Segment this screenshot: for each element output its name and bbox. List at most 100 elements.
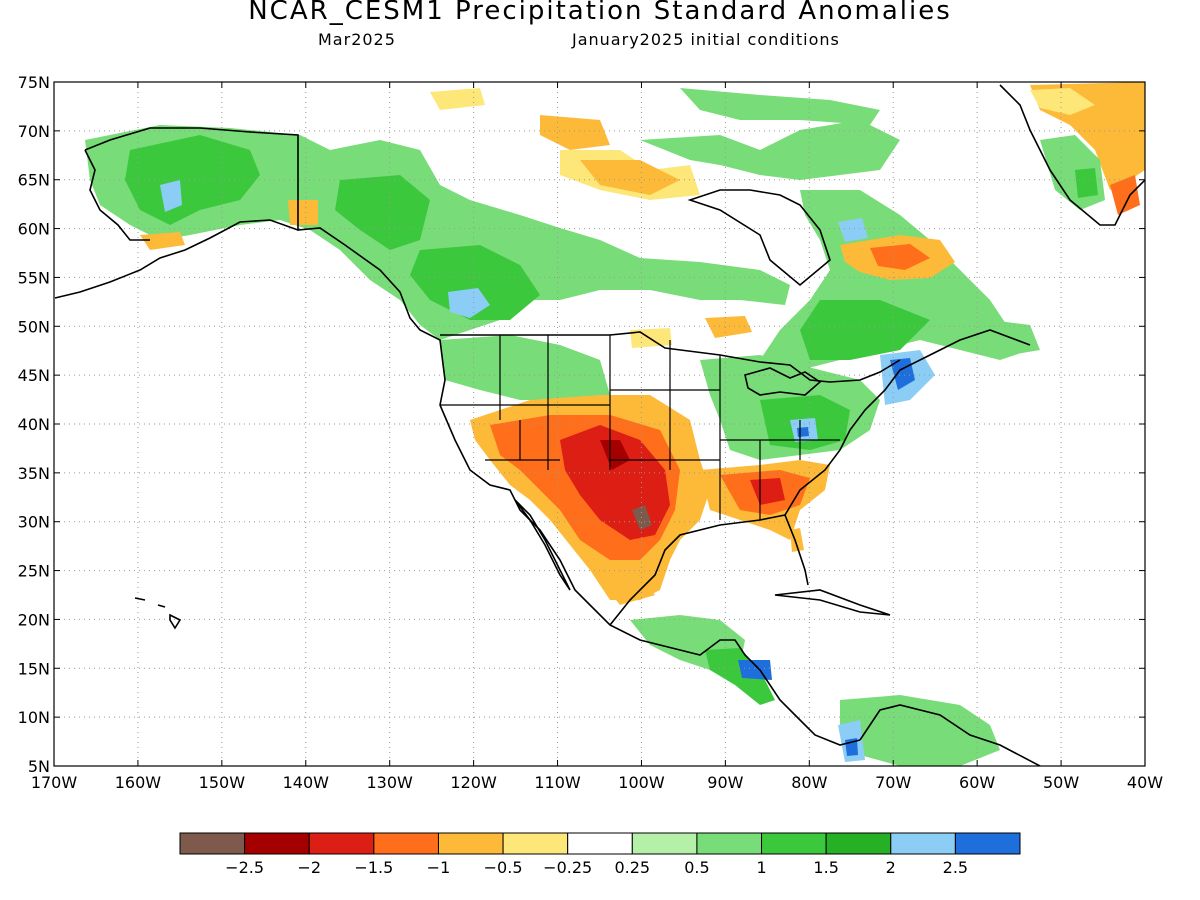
lon-tick-label: 140W <box>283 773 330 792</box>
lon-tick-label: 160W <box>115 773 162 792</box>
map-title: NCAR_CESM1 Precipitation Standard Anomal… <box>248 0 952 26</box>
lat-tick-label: 65N <box>18 171 50 190</box>
lon-tick-label: 110W <box>534 773 581 792</box>
colorbar-swatch <box>890 832 956 855</box>
colorbar-label: −0.25 <box>543 858 592 877</box>
colorbar-label: −1.5 <box>354 858 393 877</box>
lat-tick-label: 55N <box>18 268 50 287</box>
greenland-coastline <box>999 84 1145 226</box>
cuba-coastline <box>774 589 891 616</box>
bc-wet-core <box>410 245 540 320</box>
colorbar-label: 0.5 <box>684 858 709 877</box>
northwest-us-wet <box>440 335 610 400</box>
quebec-dry-core <box>870 244 930 270</box>
lon-tick-label: 70W <box>875 773 911 792</box>
colorbar-swatch <box>567 832 633 855</box>
lat-tick-label: 70N <box>18 122 50 141</box>
colorbar-label: −1 <box>427 858 451 877</box>
gulf-coastline <box>609 514 809 626</box>
colorbar-swatch <box>631 832 698 855</box>
alaska-wet-core <box>125 135 260 225</box>
colorbar-label: 1.5 <box>813 858 838 877</box>
lat-tick-label: 20N <box>18 610 50 629</box>
lat-tick-label: 10N <box>18 708 50 727</box>
texas-dry-deepest <box>632 505 652 530</box>
lon-tick-label: 90W <box>707 773 743 792</box>
southeast-dry-deep <box>750 478 785 505</box>
anomaly-shading <box>85 82 1145 766</box>
lon-tick-label: 60W <box>959 773 995 792</box>
arctic-dry-patch <box>540 115 610 150</box>
colorbar-label: 2.5 <box>943 858 968 877</box>
colorbar-swatch <box>761 832 827 855</box>
arctic-dry-patch-4 <box>430 88 485 110</box>
colorbar-label: 0.25 <box>614 858 650 877</box>
colorbar-swatch <box>308 832 375 855</box>
lat-tick-label: 50N <box>18 317 50 336</box>
alaska-dry-spot <box>140 232 185 250</box>
colorbar-swatch <box>244 832 310 855</box>
lon-tick-label: 170W <box>31 773 78 792</box>
mid-atlantic-wet-deep <box>797 427 809 437</box>
lat-tick-label: 60N <box>18 220 50 239</box>
us-canada-border <box>440 331 901 383</box>
colorbar-swatch <box>825 832 892 855</box>
texas-dry-deep <box>600 440 630 470</box>
colorbar-label: −0.5 <box>484 858 523 877</box>
quebec-wet-core <box>800 300 930 360</box>
lat-tick-label: 5N <box>28 757 50 776</box>
graticule <box>54 82 1145 766</box>
yukon-wet-core <box>335 175 430 250</box>
lon-tick-label: 80W <box>791 773 827 792</box>
lon-tick-label: 150W <box>199 773 246 792</box>
colorbar-swatch <box>437 832 504 855</box>
central-america-wet-core <box>705 648 775 705</box>
ontario-dry-spot <box>705 316 752 338</box>
greenland-dry-south <box>1110 175 1140 215</box>
colorbar-label: −2 <box>297 858 321 877</box>
bc-wet-spot <box>448 288 490 318</box>
greenland-dry-light <box>1030 88 1095 115</box>
lat-tick-label: 40N <box>18 415 50 434</box>
lon-tick-label: 120W <box>450 773 497 792</box>
lon-tick-label: 100W <box>618 773 665 792</box>
alaska-west-coast <box>84 149 150 241</box>
colorbar-swatch <box>502 832 569 855</box>
initial-conditions-label: January2025 initial conditions <box>572 30 840 49</box>
east-coastline <box>784 329 1031 516</box>
lat-tick-label: 35N <box>18 464 50 483</box>
colorbar: −2.5 −2 −1.5 −1 −0.5 −0.25 0.25 0.5 1 1.5 2 2.5 <box>179 832 1021 877</box>
colombia-wet <box>840 695 1000 766</box>
arctic-wet-north <box>680 88 880 125</box>
colorbar-label: −2.5 <box>225 858 264 877</box>
central-america-wet-deep <box>738 660 772 680</box>
nova-scotia-wet <box>990 320 1040 355</box>
target-month-label: Mar2025 <box>318 30 396 49</box>
hudson-bay-coastline <box>687 189 831 287</box>
hawaii-coastline <box>134 597 182 630</box>
us-state-borders <box>440 335 840 520</box>
arctic-dry-patch-3 <box>580 160 680 195</box>
south-america-coastline <box>859 704 1041 766</box>
lat-tick-label: 45N <box>18 366 50 385</box>
labrador-wet-spot <box>838 218 868 242</box>
colorbar-label: 2 <box>886 858 896 877</box>
alaska-southwest-coast <box>54 219 299 299</box>
colorbar-label: 1 <box>756 858 766 877</box>
ontario-dry-spot-2 <box>630 328 672 348</box>
baja-coastline <box>514 499 571 591</box>
lat-tick-label: 15N <box>18 659 50 678</box>
colorbar-swatch <box>954 832 1021 855</box>
lon-tick-label: 40W <box>1127 773 1163 792</box>
lat-tick-label: 25N <box>18 562 50 581</box>
hudson-wet <box>640 120 900 180</box>
axis-ticks: 170W 160W 150W 140W 130W 120W 110W 100W 90W 80W 70… <box>18 73 1164 792</box>
great-lakes <box>744 367 822 396</box>
coastlines <box>54 84 1145 766</box>
state-lines-west <box>440 335 840 520</box>
lon-tick-label: 130W <box>367 773 414 792</box>
florida-dry-spot <box>790 528 804 552</box>
alaska-wet-region <box>85 125 790 340</box>
alaska-wet-spot <box>160 180 182 212</box>
